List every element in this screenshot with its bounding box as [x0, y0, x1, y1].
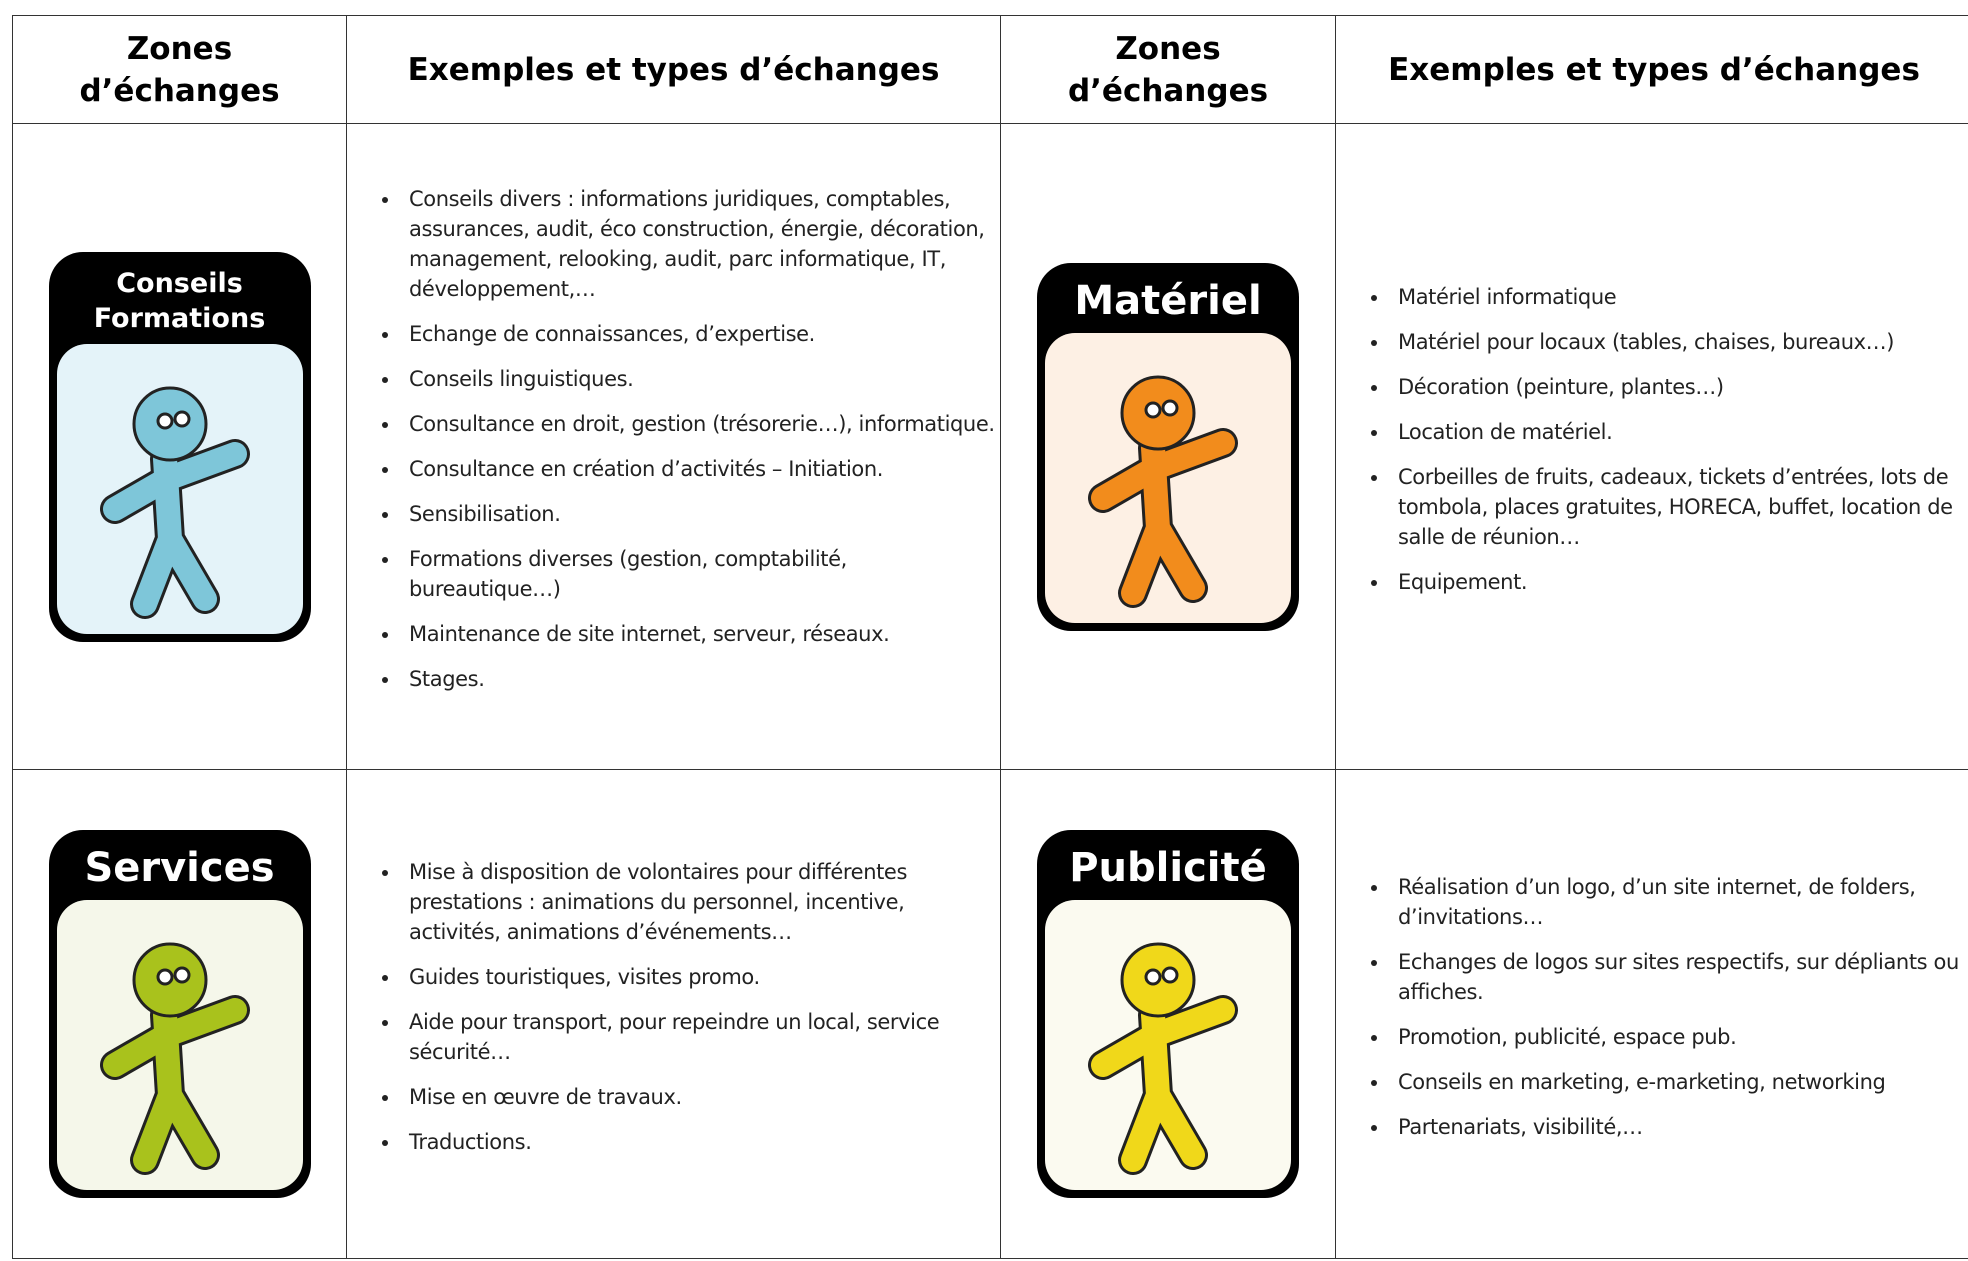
examples-list: Réalisation d’un logo, d’un site interne…: [1336, 872, 1968, 1142]
header-text: Zones d’échanges: [79, 30, 280, 109]
header-text: Zones d’échanges: [1067, 30, 1269, 109]
example-item: Traductions.: [401, 1127, 996, 1157]
column-header: Zones d’échanges: [1000, 15, 1336, 124]
example-item: Promotion, publicité, espace pub.: [1390, 1022, 1968, 1052]
figure-illustration: [1088, 375, 1238, 608]
icon-panel: [1045, 900, 1291, 1190]
example-item: Mise en œuvre de travaux.: [401, 1082, 996, 1112]
example-item: Guides touristiques, visites promo.: [401, 962, 996, 992]
example-item: Conseils linguistiques.: [401, 364, 996, 394]
zone-icon: Matériel: [1037, 262, 1299, 631]
example-item: Corbeilles de fruits, cadeaux, tickets d…: [1390, 462, 1968, 552]
example-item: Equipement.: [1390, 567, 1968, 597]
column-header: Exemples et types d’échanges: [1335, 15, 1968, 124]
figure-illustration: [99, 386, 250, 619]
example-item: Matériel pour locaux (tables, chaises, b…: [1390, 327, 1968, 357]
zone-cell: Services: [12, 769, 347, 1259]
zone-cell: Publicité: [1000, 769, 1336, 1259]
example-item: Matériel informatique: [1390, 282, 1968, 312]
header-row: Zones d’échanges Exemples et types d’écha…: [12, 15, 1968, 124]
examples-list: Matériel informatique Matériel pour locau…: [1336, 282, 1968, 597]
example-item: Consultance en création d’activités – In…: [401, 454, 996, 484]
header-text: Exemples et types d’échanges: [1388, 51, 1920, 88]
example-item: Conseils en marketing, e-marketing, netw…: [1390, 1067, 1968, 1097]
example-item: Echanges de logos sur sites respectifs, …: [1390, 947, 1968, 1007]
zone-icon: Publicité: [1037, 830, 1299, 1198]
examples-cell: Réalisation d’un logo, d’un site interne…: [1335, 769, 1968, 1259]
icon-panel: [1045, 332, 1291, 623]
zone-label: Services: [84, 845, 275, 891]
examples-list: Conseils divers : informations juridique…: [347, 184, 1000, 694]
column-header: Zones d’échanges: [12, 15, 347, 124]
example-item: Maintenance de site internet, serveur, r…: [401, 619, 996, 649]
examples-cell: Conseils divers : informations juridique…: [346, 123, 1001, 770]
zone-label: Conseils Formations: [93, 267, 266, 334]
icon-panel: [56, 900, 303, 1190]
zone-icon: Conseils Formations: [48, 251, 311, 642]
figure-illustration: [99, 942, 250, 1175]
icon-panel: [56, 343, 303, 634]
zone-cell: Conseils Formations: [12, 123, 347, 770]
example-item: Décoration (peinture, plantes…): [1390, 372, 1968, 402]
example-item: Réalisation d’un logo, d’un site interne…: [1390, 872, 1968, 932]
example-item: Consultance en droit, gestion (trésoreri…: [401, 409, 996, 439]
figure-illustration: [1088, 942, 1238, 1175]
header-text: Exemples et types d’échanges: [407, 51, 940, 88]
example-item: Echange de connaissances, d’expertise.: [401, 319, 996, 349]
example-item: Stages.: [401, 664, 996, 694]
example-item: Sensibilisation.: [401, 499, 996, 529]
exchange-table: Zones d’échanges Exemples et types d’écha…: [12, 15, 1968, 1259]
zone-icon: Services: [48, 830, 311, 1198]
example-item: Aide pour transport, pour repeindre un l…: [401, 1007, 996, 1067]
table-row: Conseils Formations Conseils divers : in…: [12, 123, 1968, 770]
zone-cell: Matériel: [1000, 123, 1336, 770]
examples-cell: Mise à disposition de volontaires pour d…: [346, 769, 1001, 1259]
example-item: Conseils divers : informations juridique…: [401, 184, 996, 304]
examples-list: Mise à disposition de volontaires pour d…: [347, 857, 1000, 1157]
zone-label: Matériel: [1074, 277, 1262, 324]
example-item: Formations diverses (gestion, comptabili…: [401, 544, 996, 604]
example-item: Partenariats, visibilité,…: [1390, 1112, 1968, 1142]
examples-cell: Matériel informatique Matériel pour locau…: [1335, 123, 1968, 770]
example-item: Location de matériel.: [1390, 417, 1968, 447]
table-row: Services Mise à disposition de volontair…: [12, 769, 1968, 1259]
column-header: Exemples et types d’échanges: [346, 15, 1001, 124]
zone-label: Publicité: [1069, 845, 1267, 891]
example-item: Mise à disposition de volontaires pour d…: [401, 857, 996, 947]
